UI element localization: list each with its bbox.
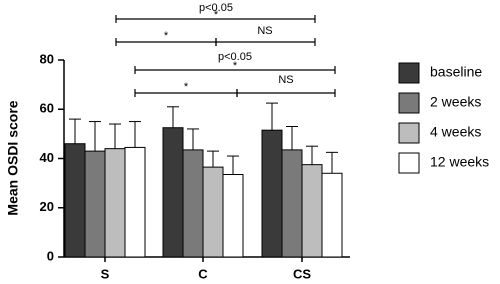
legend-swatch xyxy=(398,152,420,174)
y-tick-label: 60 xyxy=(40,101,54,116)
y-axis-label: Mean OSDI score xyxy=(5,100,21,215)
legend-swatch xyxy=(398,122,420,144)
y-tick-label: 40 xyxy=(40,150,54,165)
legend-swatch xyxy=(398,92,420,114)
annotation: * xyxy=(164,30,169,42)
bar xyxy=(182,149,204,258)
bar xyxy=(84,150,106,258)
bar xyxy=(64,143,86,258)
annotation: p<0.05 xyxy=(199,2,233,14)
x-tick-label: S xyxy=(101,266,110,281)
bar xyxy=(104,148,126,258)
annotation: p<0.05 xyxy=(218,51,252,63)
legend-label: 4 weeks xyxy=(430,124,481,140)
bar xyxy=(124,146,146,258)
legend-label: baseline xyxy=(430,64,482,80)
bar xyxy=(281,149,303,258)
annotation: * xyxy=(184,81,189,93)
annotation: * xyxy=(233,60,238,72)
bar xyxy=(222,174,244,258)
bar xyxy=(321,172,343,258)
annotation: NS xyxy=(257,25,272,37)
legend-label: 12 weeks xyxy=(430,154,489,170)
y-tick-label: 0 xyxy=(47,248,54,263)
bar xyxy=(202,166,224,258)
x-tick-label: C xyxy=(198,266,208,281)
bar xyxy=(162,127,184,258)
annotation: * xyxy=(214,9,219,21)
y-tick-label: 80 xyxy=(40,51,54,66)
y-tick-label: 20 xyxy=(40,199,54,214)
bar xyxy=(261,129,283,258)
x-tick-label: CS xyxy=(293,266,311,281)
annotation: NS xyxy=(278,74,293,86)
legend-label: 2 weeks xyxy=(430,94,481,110)
bar xyxy=(301,164,323,258)
legend-swatch xyxy=(398,62,420,84)
